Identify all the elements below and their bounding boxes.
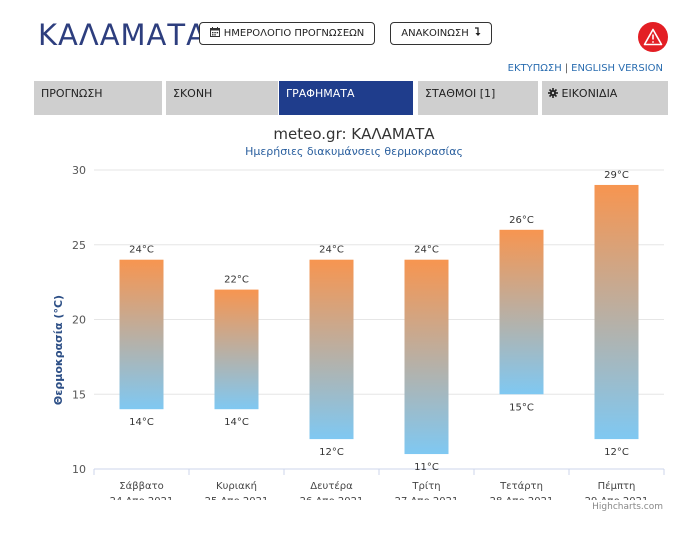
announcement-button-label: ΑΝΑΚΟΙΝΩΣΗ: [401, 28, 469, 39]
min-temp-label: 15°C: [509, 402, 534, 413]
x-tick-day: Τρίτη: [411, 480, 440, 492]
english-version-link[interactable]: ENGLISH VERSION: [571, 63, 663, 74]
temperature-range-bar[interactable]: [119, 259, 164, 410]
tab-charts-label: ΓΡΑΦΗΜΑΤΑ: [286, 87, 355, 100]
x-tick-day: Δευτέρα: [310, 480, 353, 492]
y-tick-label: 20: [72, 314, 86, 327]
chart-y-axis: 10 15 20 25 30: [72, 164, 86, 476]
top-links: ΕΚΤΥΠΩΣΗ | ENGLISH VERSION: [508, 63, 663, 74]
highcharts-credit[interactable]: Highcharts.com: [592, 502, 663, 512]
tab-dust-label: ΣΚΟΝΗ: [173, 87, 213, 100]
tab-forecast-label: ΠΡΟΓΝΩΣΗ: [41, 87, 103, 100]
link-separator: |: [564, 63, 569, 74]
y-tick-label: 30: [72, 164, 86, 177]
calendar-button-label: ΗΜΕΡΟΛΟΓΙΟ ΠΡΟΓΝΩΣΕΩΝ: [223, 28, 365, 39]
forecast-calendar-button[interactable]: ΗΜΕΡΟΛΟΓΙΟ ΠΡΟΓΝΩΣΕΩΝ: [199, 22, 375, 45]
chart-subtitle: Ημερήσιες διακυμάνσεις θερμοκρασίας: [245, 145, 463, 158]
max-temp-label: 22°C: [224, 275, 249, 286]
tab-stations[interactable]: ΣΤΑΘΜΟΙ [1]: [418, 81, 538, 115]
y-tick-label: 15: [72, 388, 86, 401]
x-tick-date: 28 Απρ 2021: [490, 496, 554, 500]
min-temp-label: 14°C: [129, 417, 154, 428]
arrow-down-icon: [473, 27, 481, 40]
tab-widgets-label: ΕΙΚΟΝΙΔΙΑ: [561, 87, 618, 100]
min-temp-label: 14°C: [224, 417, 249, 428]
chart-x-axis: Σάββατο 24 Απρ 2021 Κυριακή 25 Απρ 2021 Δευτ…: [93, 469, 665, 500]
x-tick-date: 24 Απρ 2021: [110, 496, 174, 500]
print-link[interactable]: ΕΚΤΥΠΩΣΗ: [507, 63, 562, 74]
temperature-range-bar[interactable]: [309, 259, 354, 440]
chart-gridlines: [94, 169, 664, 470]
min-temp-label: 11°C: [414, 462, 439, 473]
x-tick-date: 26 Απρ 2021: [300, 496, 364, 500]
max-temp-label: 24°C: [414, 245, 439, 256]
tab-dust[interactable]: ΣΚΟΝΗ: [166, 81, 278, 115]
warning-icon[interactable]: [638, 22, 668, 52]
min-temp-label: 12°C: [319, 447, 344, 458]
tab-forecast[interactable]: ΠΡΟΓΝΩΣΗ: [34, 81, 162, 115]
gear-icon: [548, 87, 558, 100]
x-tick-day: Σάββατο: [119, 480, 163, 492]
y-tick-label: 10: [72, 463, 86, 476]
x-tick-day: Τετάρτη: [499, 480, 543, 492]
x-tick-date: 25 Απρ 2021: [205, 496, 269, 500]
x-tick-day: Πέμπτη: [598, 480, 636, 492]
calendar-icon: [209, 27, 220, 40]
max-temp-label: 26°C: [509, 215, 534, 226]
x-tick-day: Κυριακή: [216, 480, 257, 492]
max-temp-label: 24°C: [319, 245, 344, 256]
y-tick-label: 25: [72, 239, 86, 252]
tab-stations-label: ΣΤΑΘΜΟΙ [1]: [425, 87, 496, 100]
chart-y-axis-label: Θερμοκρασία (°C): [52, 295, 65, 405]
temperature-chart-svg: meteo.gr: ΚΑΛΑΜΑΤΑ Ημερήσιες διακυμάνσει…: [52, 125, 665, 500]
chart-data-labels: 24°C 14°C 22°C 14°C 24°C 12°C 24°C 11°C 26°C 15°C…: [129, 170, 629, 473]
tab-charts[interactable]: ΓΡΑΦΗΜΑΤΑ: [279, 81, 413, 115]
temperature-range-bar[interactable]: [214, 289, 259, 410]
temperature-chart: meteo.gr: ΚΑΛΑΜΑΤΑ Ημερήσιες διακυμάνσει…: [0, 120, 679, 520]
city-title: ΚΑΛΑΜΑΤΑ: [38, 18, 207, 52]
announcement-button[interactable]: ΑΝΑΚΟΙΝΩΣΗ: [390, 22, 492, 45]
max-temp-label: 24°C: [129, 245, 154, 256]
temperature-range-bar[interactable]: [499, 229, 544, 395]
max-temp-label: 29°C: [604, 170, 629, 181]
x-tick-date: 29 Απρ 2021: [585, 496, 649, 500]
tab-widgets[interactable]: ΕΙΚΟΝΙΔΙΑ: [542, 81, 668, 115]
x-tick-date: 27 Απρ 2021: [395, 496, 459, 500]
temperature-range-bar[interactable]: [404, 259, 449, 455]
temperature-range-bar[interactable]: [594, 184, 639, 440]
chart-title: meteo.gr: ΚΑΛΑΜΑΤΑ: [273, 125, 435, 143]
min-temp-label: 12°C: [604, 447, 629, 458]
chart-bars: [119, 184, 639, 455]
